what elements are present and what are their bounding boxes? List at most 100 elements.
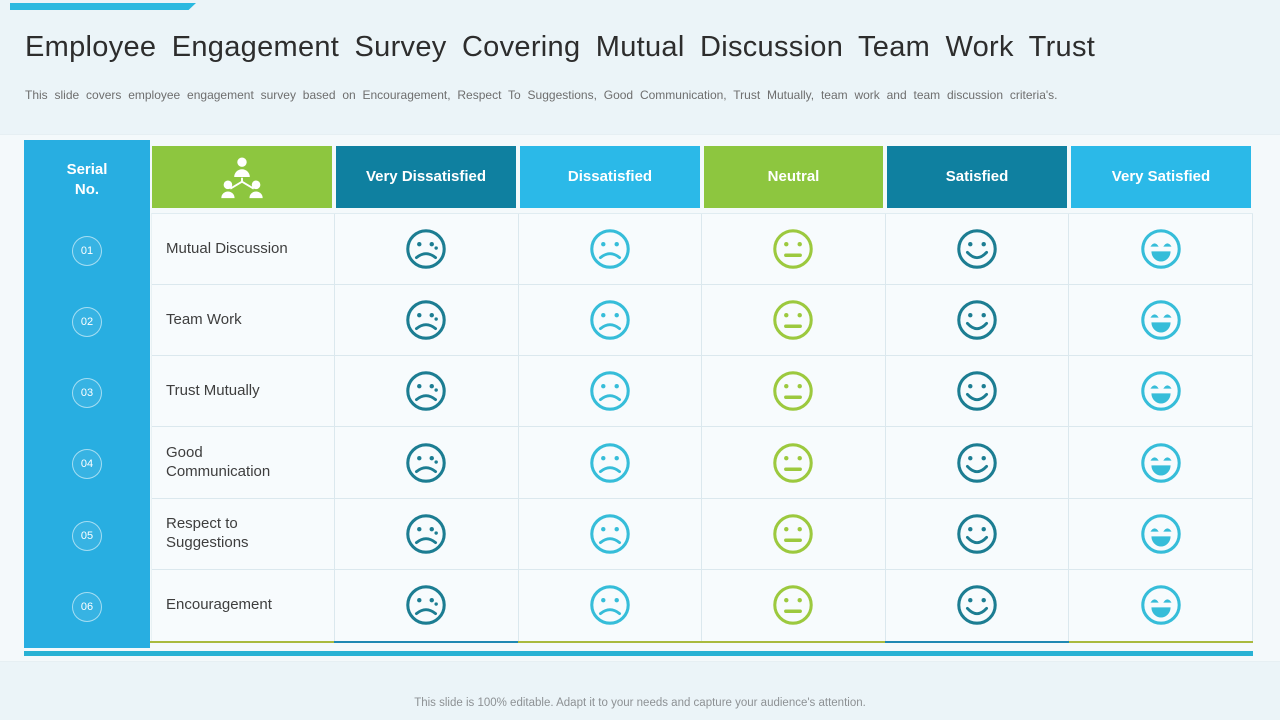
footer-note: This slide is 100% editable. Adapt it to… xyxy=(414,697,866,709)
survey-table: Serial No. 01 02 03 04 05 06 xyxy=(24,140,1253,657)
row-label: Respect to Suggestions xyxy=(152,498,335,570)
edge-segment xyxy=(150,641,334,643)
column-header-very-dissatisfied: Very Dissatisfied xyxy=(336,146,516,208)
dissatisfied-face-icon xyxy=(587,511,633,557)
very-dissatisfied-face-icon xyxy=(403,511,449,557)
dissatisfied-face-icon xyxy=(587,582,633,628)
rating-cell xyxy=(335,214,519,286)
row-label: Trust Mutually xyxy=(152,356,335,428)
rating-cell xyxy=(1069,498,1253,570)
column-header-label: Satisfied xyxy=(945,168,1009,186)
rating-cell xyxy=(518,214,703,286)
page-title: Employee Engagement Survey Covering Mutu… xyxy=(25,31,1096,63)
row-label: Encouragement xyxy=(152,569,335,641)
serial-number: 05 xyxy=(80,530,94,542)
edge-segment xyxy=(885,641,1070,643)
column-header-satisfied: Satisfied xyxy=(887,146,1067,208)
neutral-face-icon xyxy=(770,440,816,486)
serial-number: 06 xyxy=(80,601,94,613)
serial-badge-03: 03 xyxy=(72,378,102,408)
very-dissatisfied-face-icon xyxy=(403,368,449,414)
rating-cell xyxy=(885,285,1070,357)
rating-cell xyxy=(335,569,519,641)
org-team-icon xyxy=(221,157,263,199)
rating-cell xyxy=(885,498,1070,570)
neutral-face-icon xyxy=(770,511,816,557)
rating-cell xyxy=(518,285,703,357)
bottom-accent-bar xyxy=(24,651,1253,656)
column-header-label: Very Dissatisfied xyxy=(365,168,487,186)
very-satisfied-face-icon xyxy=(1138,226,1184,272)
rating-cell xyxy=(1069,569,1253,641)
satisfied-face-icon xyxy=(954,582,1000,628)
column-header-very-satisfied: Very Satisfied xyxy=(1071,146,1251,208)
serial-badge-02: 02 xyxy=(72,307,102,337)
very-dissatisfied-face-icon xyxy=(403,440,449,486)
rating-cell xyxy=(518,498,703,570)
edge-segment xyxy=(701,641,886,643)
neutral-face-icon xyxy=(770,226,816,272)
serial-number: 03 xyxy=(80,387,94,399)
rating-cell xyxy=(1069,285,1253,357)
edge-segment xyxy=(334,641,518,643)
serial-column: Serial No. 01 02 03 04 05 06 xyxy=(24,140,150,648)
edge-segment xyxy=(1069,641,1253,643)
very-satisfied-face-icon xyxy=(1138,297,1184,343)
rating-cell xyxy=(1069,427,1253,499)
column-header-label: Neutral xyxy=(767,168,820,186)
neutral-face-icon xyxy=(770,297,816,343)
column-header-criteria xyxy=(152,146,332,208)
rating-cell xyxy=(702,214,886,286)
table-body: Mutual Discussion Team Work Trust Mutual… xyxy=(151,213,1253,641)
dissatisfied-face-icon xyxy=(587,226,633,272)
row-label: Good Communication xyxy=(152,427,335,499)
serial-badge-05: 05 xyxy=(72,521,102,551)
row-label: Mutual Discussion xyxy=(152,214,335,286)
serial-badge-01: 01 xyxy=(72,236,102,266)
column-header-label: Very Satisfied xyxy=(1111,168,1211,186)
serial-badge-06: 06 xyxy=(72,592,102,622)
column-header-neutral: Neutral xyxy=(704,146,883,208)
satisfied-face-icon xyxy=(954,368,1000,414)
rating-cell xyxy=(885,214,1070,286)
rating-cell xyxy=(519,569,703,641)
rating-cell xyxy=(886,569,1070,641)
neutral-face-icon xyxy=(770,368,816,414)
serial-badge-04: 04 xyxy=(72,449,102,479)
rating-cell xyxy=(702,285,886,357)
dissatisfied-face-icon xyxy=(587,297,633,343)
satisfied-face-icon xyxy=(954,226,1000,272)
very-satisfied-face-icon xyxy=(1138,440,1184,486)
serial-number: 01 xyxy=(80,245,94,257)
satisfied-face-icon xyxy=(954,297,1000,343)
serial-number: 02 xyxy=(80,316,94,328)
very-satisfied-face-icon xyxy=(1138,368,1184,414)
rating-cell xyxy=(335,498,519,570)
very-dissatisfied-face-icon xyxy=(403,297,449,343)
rating-cell xyxy=(702,427,886,499)
rating-cell xyxy=(518,427,703,499)
serial-number: 04 xyxy=(80,458,94,470)
rating-cell xyxy=(885,356,1070,428)
top-accent-bar xyxy=(10,3,196,10)
dissatisfied-face-icon xyxy=(587,440,633,486)
edge-segment xyxy=(517,641,702,643)
rating-cell xyxy=(335,427,519,499)
very-satisfied-face-icon xyxy=(1138,582,1184,628)
table-bottom-edge xyxy=(150,641,1253,643)
column-header-label: Dissatisfied xyxy=(567,168,653,186)
rating-cell xyxy=(885,427,1070,499)
very-dissatisfied-face-icon xyxy=(403,582,449,628)
very-dissatisfied-face-icon xyxy=(403,226,449,272)
rating-cell xyxy=(702,569,886,641)
row-label: Team Work xyxy=(152,285,335,357)
rating-cell xyxy=(1069,356,1253,428)
rating-cell xyxy=(335,356,519,428)
rating-cell xyxy=(518,356,703,428)
rating-cell xyxy=(702,498,886,570)
serial-column-header: Serial No. xyxy=(66,161,108,198)
satisfied-face-icon xyxy=(954,440,1000,486)
rating-cell xyxy=(702,356,886,428)
rating-cell xyxy=(1069,214,1253,286)
